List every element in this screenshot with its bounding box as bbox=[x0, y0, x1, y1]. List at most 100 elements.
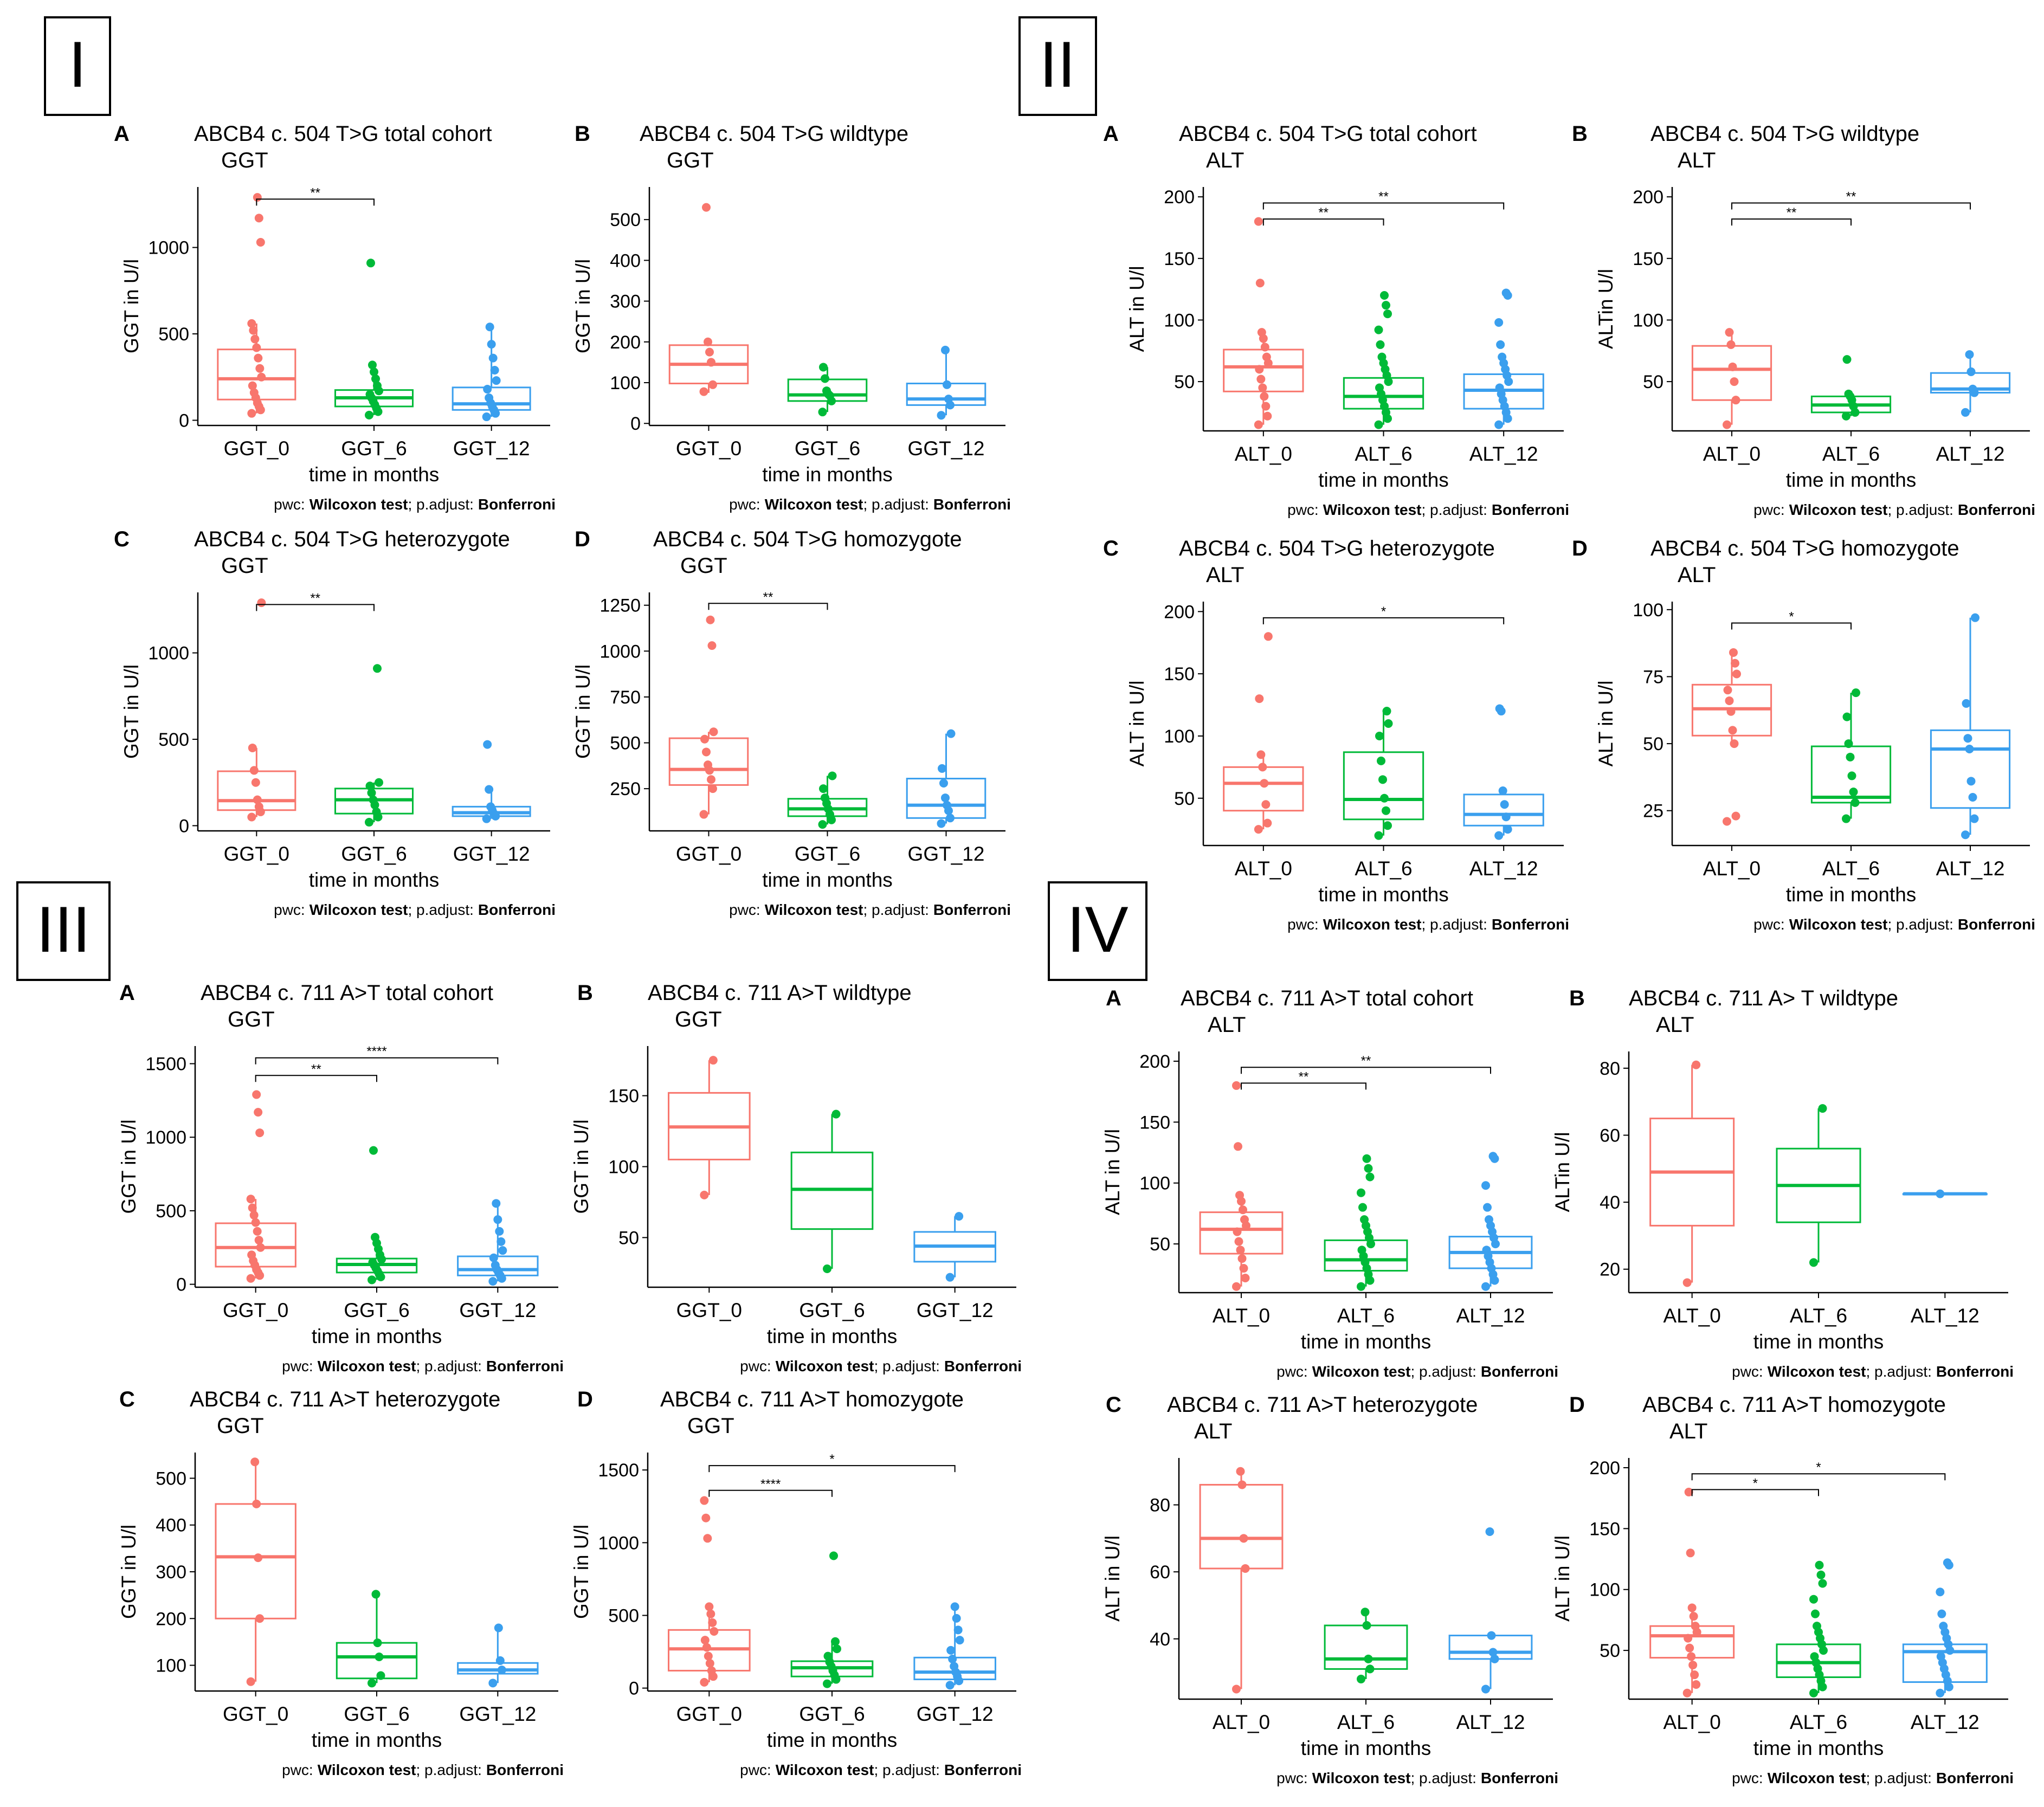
data-point bbox=[495, 1656, 505, 1665]
y-tick-label: 500 bbox=[156, 1468, 186, 1489]
data-point bbox=[700, 1636, 710, 1645]
box-iqr bbox=[1691, 345, 1772, 401]
data-point bbox=[493, 1215, 502, 1224]
data-point bbox=[1688, 1661, 1698, 1670]
data-point bbox=[1383, 821, 1392, 830]
y-tick-label: 500 bbox=[156, 1201, 186, 1222]
caption-middle: ; p.adjust: bbox=[1410, 1363, 1476, 1380]
y-axis-title: GGT in U/l bbox=[572, 259, 594, 353]
panel-letter: C bbox=[119, 1387, 135, 1411]
box-GGT_0 bbox=[217, 598, 296, 822]
caption-method: Bonferroni bbox=[486, 1761, 564, 1778]
y-tick-label: 500 bbox=[610, 210, 641, 230]
caption-method: Bonferroni bbox=[478, 901, 556, 918]
bracket-line bbox=[256, 604, 375, 611]
panel-I-B: B ABCB4 c. 504 T>G wildtype GGT 0 100 200 300 4… bbox=[572, 122, 1011, 513]
data-point bbox=[1816, 1570, 1826, 1579]
y-tick-label: 1000 bbox=[145, 1127, 186, 1148]
caption-test: Wilcoxon test bbox=[765, 496, 863, 513]
pwc-caption: pwc: Wilcoxon test; p.adjust: Bonferroni bbox=[1287, 916, 1569, 933]
data-point bbox=[708, 380, 717, 389]
caption-prefix: pwc: bbox=[1276, 1363, 1308, 1380]
bracket-line bbox=[1731, 202, 1971, 210]
chart-subtitle: GGT bbox=[217, 1414, 264, 1438]
data-point bbox=[699, 387, 708, 396]
x-tick-label: ALT_12 bbox=[1469, 857, 1538, 880]
y-tick-label: 500 bbox=[608, 1605, 639, 1626]
x-tick-label: ALT_12 bbox=[1469, 443, 1538, 465]
y-tick-label: 1250 bbox=[599, 596, 641, 616]
y-tick-label: 750 bbox=[610, 687, 641, 708]
chart-title: ABCB4 c. 504 T>G homozygote bbox=[653, 527, 962, 551]
y-tick-label: 500 bbox=[158, 324, 189, 345]
data-point bbox=[247, 319, 256, 328]
data-point bbox=[1482, 1245, 1491, 1255]
data-point bbox=[831, 1109, 841, 1119]
data-point bbox=[1966, 367, 1976, 376]
data-point bbox=[1846, 752, 1855, 761]
data-point bbox=[833, 1644, 841, 1654]
box-GGT_0 bbox=[215, 1457, 296, 1686]
data-point bbox=[818, 408, 827, 417]
y-tick-label: 60 bbox=[1600, 1126, 1620, 1146]
bracket-line bbox=[1731, 218, 1852, 226]
data-point bbox=[1684, 1487, 1693, 1496]
data-point bbox=[1362, 1154, 1371, 1163]
y-tick-label: 150 bbox=[1633, 249, 1663, 269]
data-point bbox=[491, 1261, 500, 1270]
data-point bbox=[707, 358, 715, 367]
data-point bbox=[376, 1671, 385, 1680]
y-tick-label: 100 bbox=[1164, 726, 1195, 747]
panel-III-A: A ABCB4 c. 711 A>T total cohort GGT 0 500 100… bbox=[118, 981, 564, 1374]
y-tick-label: 100 bbox=[610, 373, 641, 393]
significance-label: ** bbox=[1787, 205, 1797, 220]
y-axis-title: ALT in U/l bbox=[1126, 266, 1148, 352]
data-point bbox=[1731, 396, 1740, 405]
chart-subtitle: GGT bbox=[221, 149, 268, 172]
data-point bbox=[482, 814, 491, 823]
data-point bbox=[1362, 1621, 1371, 1630]
chart-title: ABCB4 c. 504 T>G total cohort bbox=[1179, 122, 1477, 146]
chart-title: ABCB4 c. 711 A>T heterozygote bbox=[190, 1387, 500, 1411]
panel-IV-A: A ABCB4 c. 711 A>T total cohort ALT 50 100 15… bbox=[1101, 986, 1558, 1380]
significance-bracket: ** bbox=[1262, 205, 1384, 226]
data-point bbox=[704, 337, 712, 346]
data-point bbox=[946, 1645, 956, 1655]
box-GGT_12 bbox=[457, 1623, 539, 1688]
x-tick-label: ALT_0 bbox=[1703, 443, 1761, 465]
data-point bbox=[488, 353, 498, 363]
significance-bracket: **** bbox=[255, 1044, 499, 1064]
box-GGT_12 bbox=[906, 729, 986, 828]
significance-label: ** bbox=[310, 591, 320, 605]
x-tick-label: GGT_6 bbox=[799, 1703, 865, 1725]
data-point bbox=[1810, 1652, 1819, 1661]
panel-III-B: B ABCB4 c. 711 A>T wildtype GGT 50 100 150 GGT… bbox=[570, 981, 1022, 1374]
x-tick-label: ALT_0 bbox=[1213, 1711, 1270, 1733]
data-point bbox=[1725, 328, 1734, 337]
data-point bbox=[1236, 1467, 1245, 1476]
y-tick-label: 0 bbox=[176, 1275, 186, 1295]
data-point bbox=[254, 1108, 263, 1117]
data-point bbox=[1501, 288, 1511, 298]
data-point bbox=[1365, 1664, 1375, 1674]
caption-test: Wilcoxon test bbox=[1323, 501, 1422, 518]
data-point bbox=[1943, 1558, 1952, 1567]
chart-subtitle: ALT bbox=[1669, 1419, 1707, 1443]
quadrant-box bbox=[1048, 881, 1147, 981]
panel-letter: B bbox=[1572, 122, 1588, 146]
data-point bbox=[1937, 1609, 1946, 1618]
data-point bbox=[1232, 1081, 1241, 1090]
bracket-line bbox=[1241, 1082, 1366, 1090]
box-GGT_0 bbox=[215, 1090, 296, 1283]
data-point bbox=[707, 641, 717, 650]
data-point bbox=[1815, 1560, 1824, 1570]
data-point bbox=[1809, 1595, 1818, 1604]
y-tick-label: 20 bbox=[1600, 1260, 1620, 1280]
box-GGT_0 bbox=[217, 193, 296, 418]
x-tick-label: ALT_0 bbox=[1663, 1711, 1721, 1733]
data-point bbox=[1239, 1534, 1248, 1543]
data-point bbox=[702, 1643, 711, 1652]
box-GGT_0 bbox=[668, 1056, 751, 1199]
x-tick-label: GGT_6 bbox=[341, 843, 407, 865]
